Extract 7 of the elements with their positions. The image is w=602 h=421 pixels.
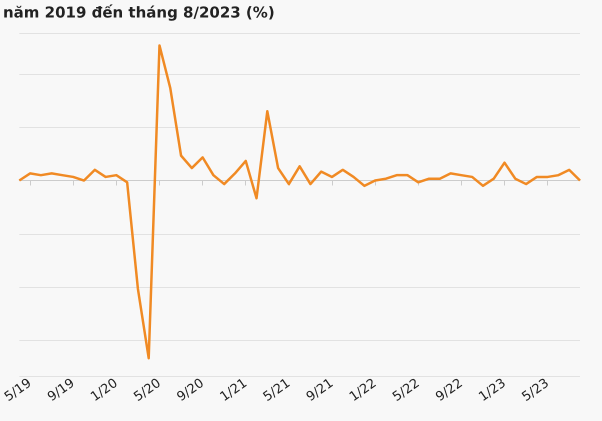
chart-title: năm 2019 đến tháng 8/2023 (%) — [3, 4, 275, 22]
x-tick-label: 9/21 — [304, 376, 336, 405]
x-tick-label: 9/19 — [45, 376, 78, 405]
x-tick-label: 1/21 — [218, 376, 250, 405]
x-tick-label: 9/20 — [174, 376, 207, 405]
x-tick-label: 1/23 — [476, 376, 509, 405]
x-tick-label: 5/21 — [260, 376, 294, 405]
